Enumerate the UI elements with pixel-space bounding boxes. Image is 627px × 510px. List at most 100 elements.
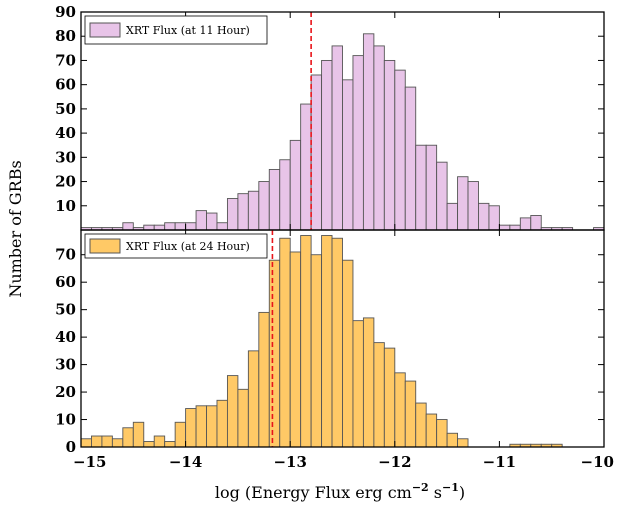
- bottom-legend: XRT Flux (at 24 Hour): [84, 233, 268, 259]
- top-legend-swatch: [89, 22, 121, 38]
- bot-bar-7: [153, 435, 166, 448]
- bot-bar-10: [185, 408, 197, 448]
- top-ytick-label-4: 50: [55, 100, 76, 118]
- top-bar-36: [457, 176, 469, 231]
- x-axis-label: log (Energy Flux erg cm−2 s−1): [215, 481, 465, 502]
- top-bar-20: [289, 139, 302, 231]
- top-bar-43: [530, 215, 542, 231]
- bot-bar-34: [436, 419, 448, 448]
- top-bar-27: [362, 33, 375, 231]
- top-bar-17: [258, 181, 270, 231]
- bot-bar-21: [300, 235, 312, 448]
- xtick-label-2: −13: [273, 453, 306, 471]
- top-bar-29: [383, 59, 396, 231]
- bot-bar-17: [258, 311, 270, 448]
- bot-ytick-label-2: 20: [55, 383, 76, 401]
- bot-ytick-label-3: 30: [55, 356, 76, 374]
- top-bar-30: [394, 69, 406, 231]
- top-bar-11: [195, 210, 207, 231]
- top-bar-32: [415, 144, 427, 231]
- top-bar-24: [331, 45, 343, 231]
- bot-ytick-label-5: 50: [55, 301, 76, 319]
- bot-bar-29: [383, 347, 396, 448]
- bot-bar-11: [195, 405, 207, 448]
- bot-ytick-label-4: 40: [55, 328, 76, 346]
- top-bar-21: [300, 103, 312, 231]
- bot-bar-27: [362, 317, 375, 448]
- top-bar-13: [216, 222, 228, 231]
- bot-bar-4: [122, 427, 134, 448]
- bot-bar-36: [457, 438, 469, 448]
- top-bar-33: [425, 144, 438, 231]
- bottom-frame: [80, 229, 605, 448]
- y-axis-label: Number of GRBs: [6, 160, 25, 297]
- bottom-legend-label: XRT Flux (at 24 Hour): [126, 240, 250, 253]
- bot-bar-14: [226, 375, 239, 448]
- top-panel: 10 20 30 40 50 60 70 80 90 XRT Flux (at 11 Hour): [55, 3, 605, 231]
- top-ytick-label-3: 40: [55, 124, 76, 142]
- top-bar-23: [321, 59, 333, 231]
- top-legend-box: [84, 15, 268, 45]
- bot-bar-13: [216, 399, 228, 448]
- bot-bar-2: [101, 435, 113, 448]
- x-tick-labels: −15 −14 −13 −12 −11 −10: [73, 453, 614, 471]
- bot-ytick-label-7: 70: [55, 246, 76, 264]
- top-ytick-label-0: 10: [55, 197, 76, 215]
- bot-bar-3: [111, 438, 124, 448]
- bot-bar-8: [164, 441, 176, 448]
- bot-ytick-label-6: 60: [55, 273, 76, 291]
- top-bar-35: [446, 202, 459, 231]
- top-bar-18: [268, 168, 281, 231]
- bottom-y-ticks: 0 10 20 30 40 50 60 70: [55, 246, 604, 456]
- top-ytick-label-2: 30: [55, 148, 76, 166]
- bot-ytick-label-1: 10: [55, 411, 76, 429]
- top-bar-9: [174, 222, 187, 231]
- top-y-ticks: 10 20 30 40 50 60 70 80 90: [55, 3, 604, 215]
- top-bar-42: [519, 217, 532, 231]
- top-bar-28: [373, 45, 385, 231]
- top-bar-7: [153, 224, 166, 231]
- bot-bar-12: [206, 405, 218, 448]
- top-bar-40: [498, 224, 511, 231]
- top-bar-41: [509, 224, 521, 231]
- bot-bar-1: [91, 435, 103, 448]
- bot-bar-32: [415, 402, 427, 448]
- top-bar-37: [467, 181, 479, 231]
- top-bar-6: [143, 224, 155, 231]
- bottom-histogram: [80, 235, 563, 448]
- top-legend: XRT Flux (at 11 Hour): [84, 15, 268, 45]
- top-bar-38: [478, 202, 490, 231]
- top-bar-22: [310, 74, 323, 231]
- bot-bar-16: [247, 350, 260, 448]
- top-bar-12: [206, 212, 218, 231]
- bot-bar-23: [321, 235, 333, 448]
- top-bar-14: [226, 198, 239, 231]
- top-bar-26: [352, 55, 364, 231]
- bot-bar-9: [174, 421, 187, 448]
- top-bar-8: [164, 222, 176, 231]
- top-bar-15: [237, 193, 249, 231]
- bot-bar-22: [310, 254, 323, 448]
- bot-bar-35: [446, 432, 459, 448]
- bot-bar-20: [289, 251, 302, 448]
- top-ytick-label-1: 20: [55, 173, 76, 191]
- bot-bar-24: [331, 237, 343, 448]
- xtick-label-5: −10: [581, 453, 614, 471]
- top-bar-31: [404, 86, 417, 231]
- bot-bar-28: [373, 342, 385, 448]
- top-ytick-label-6: 70: [55, 51, 76, 69]
- top-bar-4: [122, 222, 134, 231]
- top-bar-39: [488, 205, 500, 231]
- xtick-label-0: −15: [73, 453, 106, 471]
- xtick-label-4: −11: [483, 453, 516, 471]
- top-ytick-label-8: 90: [55, 3, 76, 21]
- bot-bar-18: [268, 259, 281, 448]
- top-bar-16: [247, 190, 260, 231]
- bot-bar-19: [279, 237, 291, 448]
- bot-bar-25: [342, 259, 354, 448]
- xtick-label-1: −14: [169, 453, 202, 471]
- bot-ytick-label-0: 0: [66, 438, 76, 456]
- top-ytick-label-5: 60: [55, 76, 76, 94]
- top-legend-label: XRT Flux (at 11 Hour): [126, 24, 250, 37]
